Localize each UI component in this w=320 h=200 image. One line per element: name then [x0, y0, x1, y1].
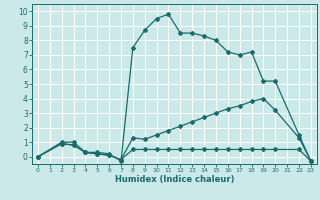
X-axis label: Humidex (Indice chaleur): Humidex (Indice chaleur)	[115, 175, 234, 184]
